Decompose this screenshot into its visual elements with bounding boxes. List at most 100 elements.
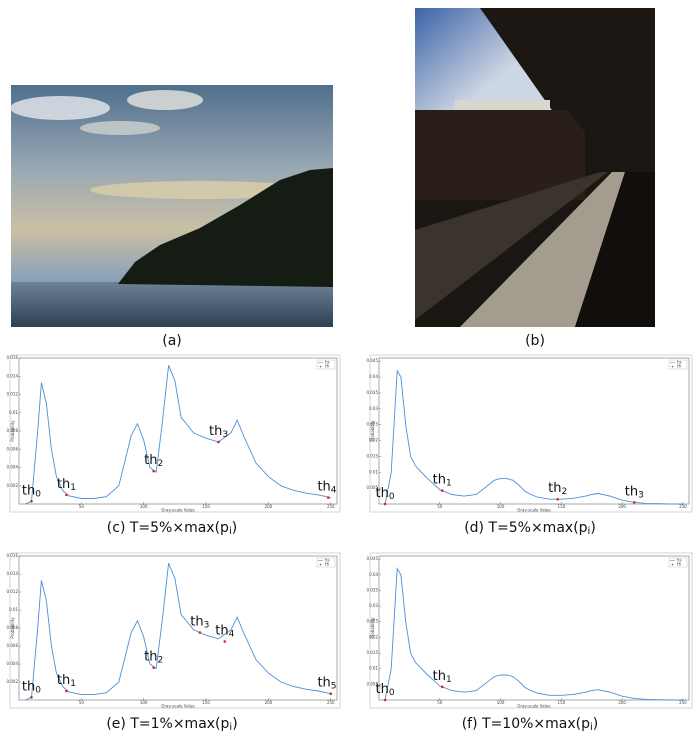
legend: hsth xyxy=(669,360,687,370)
label-subscript: 0 xyxy=(389,688,395,698)
label-base: th xyxy=(317,675,330,690)
legend: hsth xyxy=(317,360,335,370)
y-axis-label: Probability xyxy=(370,617,375,639)
y-tick-label: 0.002 xyxy=(7,679,19,684)
figure: (a) (b) 501001502002500.0020.0040.0060.0… xyxy=(0,0,697,732)
y-axis-label: Probability xyxy=(10,617,15,639)
y-tick-label: 0.012 xyxy=(7,392,19,397)
caption-part: (d) T=5%×max(p xyxy=(464,520,587,536)
caption-part: ) xyxy=(590,520,595,536)
x-tick-label: 100 xyxy=(140,504,148,509)
label-base: th xyxy=(22,483,35,498)
x-tick-label: 50 xyxy=(437,504,443,509)
legend-swatch xyxy=(672,366,674,368)
threshold-point xyxy=(223,640,226,643)
label-base: th xyxy=(57,673,70,688)
label-base: th xyxy=(376,486,389,501)
x-tick-label: 150 xyxy=(558,700,566,705)
label-subscript: 2 xyxy=(157,655,163,665)
threshold-point xyxy=(65,690,68,693)
threshold-point xyxy=(30,500,33,503)
threshold-point xyxy=(65,494,68,497)
y-tick-label: 0.006 xyxy=(7,446,19,451)
y-tick-label: 0.016 xyxy=(7,355,19,360)
label-base: th xyxy=(433,472,446,487)
threshold-point xyxy=(633,501,636,504)
legend: hsth xyxy=(317,558,335,568)
photo-a xyxy=(10,85,333,327)
threshold-point xyxy=(327,496,330,499)
y-tick-label: 0.004 xyxy=(7,465,19,470)
y-tick-label: 0.016 xyxy=(7,553,19,558)
label-base: th xyxy=(209,423,222,438)
x-axis-label: Gray-scale Value xyxy=(161,704,195,709)
y-tick-label: 0.015 xyxy=(367,650,379,655)
caption-part: (c) T=5%×max(p xyxy=(107,520,229,536)
y-tick-label: 0.03 xyxy=(369,406,378,411)
threshold-point xyxy=(199,631,202,634)
threshold-point xyxy=(556,498,559,501)
label-subscript: 0 xyxy=(35,489,41,499)
x-tick-label: 200 xyxy=(618,504,626,509)
label-base: th xyxy=(433,668,446,683)
caption-part: (f) T=10%×max(p xyxy=(462,716,590,732)
label-subscript: 1 xyxy=(70,679,76,689)
label-subscript: 1 xyxy=(446,674,452,684)
label-base: th xyxy=(144,649,157,664)
legend-label: th xyxy=(325,562,330,567)
x-tick-label: 150 xyxy=(202,504,210,509)
y-tick-label: 0.01 xyxy=(369,666,378,671)
label-subscript: 1 xyxy=(70,482,76,492)
x-tick-label: 100 xyxy=(140,700,148,705)
label-base: th xyxy=(376,682,389,697)
y-tick-label: 0.01 xyxy=(9,607,18,612)
y-tick-label: 0.004 xyxy=(7,661,19,666)
y-tick-label: 0.01 xyxy=(9,410,18,415)
x-tick-label: 250 xyxy=(679,504,687,509)
threshold-point xyxy=(441,489,444,492)
label-subscript: 4 xyxy=(331,485,337,495)
y-tick-label: 0.035 xyxy=(367,587,379,592)
y-tick-label: 0.014 xyxy=(7,373,19,378)
x-tick-label: 50 xyxy=(437,700,443,705)
threshold-point xyxy=(152,666,155,669)
caption-part: ) xyxy=(232,520,237,536)
legend-swatch xyxy=(320,366,322,368)
x-axis-label: Gray-scale Value xyxy=(161,508,195,513)
x-tick-label: 150 xyxy=(558,504,566,509)
y-axis-label: Probability xyxy=(10,420,15,442)
threshold-point xyxy=(30,696,33,699)
threshold-point xyxy=(384,503,387,506)
label-subscript: 0 xyxy=(35,685,41,695)
chart-background xyxy=(370,553,692,708)
x-tick-label: 250 xyxy=(679,700,687,705)
x-tick-label: 50 xyxy=(79,504,85,509)
y-tick-label: 0.045 xyxy=(367,556,379,561)
label-subscript: 3 xyxy=(638,490,644,500)
label-base: th xyxy=(57,476,70,491)
caption: (c) T=5%×max(pi) xyxy=(107,520,237,537)
legend-swatch xyxy=(320,564,322,566)
y-axis-label: Probability xyxy=(370,420,375,442)
y-tick-label: 0.035 xyxy=(367,390,379,395)
threshold-point xyxy=(384,699,387,702)
label-base: th xyxy=(548,481,561,496)
label-subscript: 3 xyxy=(222,429,228,439)
caption: (d) T=5%×max(pi) xyxy=(464,520,596,537)
legend-label: th xyxy=(325,364,330,369)
label-subscript: 1 xyxy=(446,478,452,488)
y-tick-label: 0.014 xyxy=(7,571,19,576)
label-subscript: 4 xyxy=(229,629,235,639)
x-tick-label: 250 xyxy=(327,504,335,509)
chart-background xyxy=(370,355,692,512)
caption-part: ) xyxy=(593,716,598,732)
legend-swatch xyxy=(672,564,674,566)
threshold-point xyxy=(217,441,220,444)
label-subscript: 0 xyxy=(389,492,395,502)
label-base: th xyxy=(22,679,35,694)
x-axis-label: Gray-scale Value xyxy=(517,508,551,513)
legend-label: th xyxy=(677,364,682,369)
x-tick-label: 150 xyxy=(202,700,210,705)
threshold-point xyxy=(152,470,155,473)
